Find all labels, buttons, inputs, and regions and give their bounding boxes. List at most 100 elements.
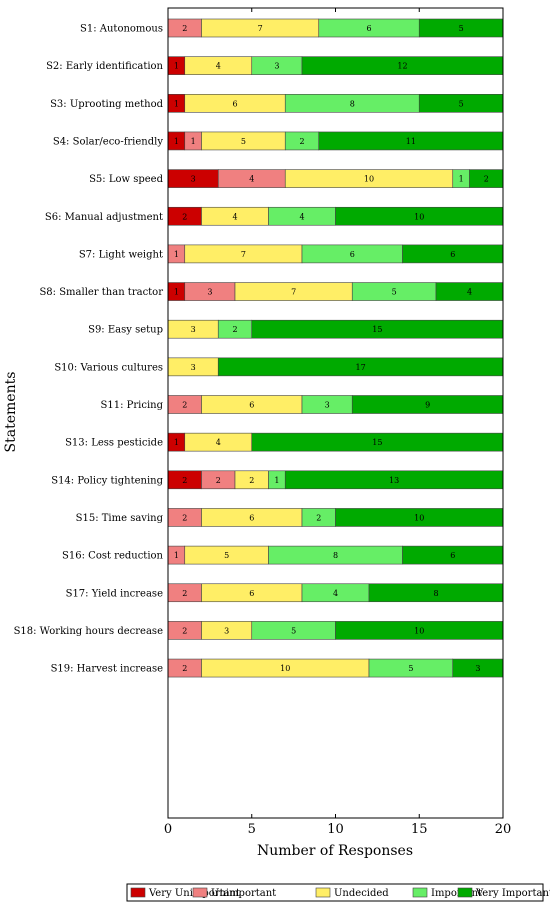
- data-label: 1: [174, 288, 179, 297]
- data-label: 5: [241, 137, 246, 146]
- data-label: 1: [274, 476, 279, 485]
- data-label: 10: [414, 513, 424, 522]
- x-tick-label: 0: [164, 822, 172, 837]
- category-label: S8: Smaller than tractor: [39, 287, 163, 298]
- category-label: S13: Less pesticide: [65, 438, 163, 449]
- data-label: 4: [467, 288, 472, 297]
- category-label: S15: Time saving: [76, 513, 164, 524]
- data-label: 2: [216, 476, 221, 485]
- data-label: 12: [397, 62, 407, 71]
- data-label: 4: [216, 62, 221, 71]
- data-label: 4: [333, 589, 338, 598]
- data-label: 5: [392, 288, 397, 297]
- legend-swatch: [457, 887, 473, 898]
- data-label: 6: [232, 99, 237, 108]
- data-label: 5: [224, 551, 229, 560]
- data-label: 1: [174, 551, 179, 560]
- data-label: 7: [258, 24, 263, 33]
- data-label: 1: [174, 62, 179, 71]
- data-label: 5: [291, 626, 296, 635]
- category-label: S10: Various cultures: [54, 362, 163, 373]
- data-label: 8: [433, 589, 438, 598]
- data-label: 2: [232, 325, 237, 334]
- data-label: 2: [484, 175, 489, 184]
- data-label: 8: [350, 99, 355, 108]
- y-axis-category-labels: S1: Autonomous S2: Early identification S3…: [14, 24, 164, 675]
- category-label: S4: Solar/eco-friendly: [53, 136, 163, 147]
- category-label: S6: Manual adjustment: [45, 212, 163, 223]
- data-label: 6: [450, 250, 455, 259]
- data-label: 10: [414, 212, 424, 221]
- data-label: 4: [299, 212, 304, 221]
- data-label: 4: [249, 175, 254, 184]
- data-label: 7: [241, 250, 246, 259]
- data-label: 2: [182, 664, 187, 673]
- data-label: 6: [249, 589, 254, 598]
- data-label: 15: [372, 438, 382, 447]
- x-axis-ticks: 0 5 10 15 20: [164, 8, 511, 837]
- data-label: 2: [299, 137, 304, 146]
- data-label: 1: [191, 137, 196, 146]
- data-label: 15: [372, 325, 382, 334]
- data-label: 2: [182, 589, 187, 598]
- legend-label: Undecided: [334, 888, 389, 899]
- category-label: S11: Pricing: [101, 400, 164, 411]
- legend-swatch: [412, 887, 428, 898]
- data-label: 10: [364, 175, 374, 184]
- data-label: 3: [224, 626, 229, 635]
- category-label: S17: Yield increase: [66, 588, 163, 599]
- x-tick-label: 20: [495, 822, 512, 837]
- data-label: 2: [182, 513, 187, 522]
- category-label: S3: Uprooting method: [50, 99, 164, 110]
- data-label: 2: [249, 476, 254, 485]
- data-label: 5: [459, 24, 464, 33]
- data-label: 6: [249, 401, 254, 410]
- data-label: 3: [191, 175, 196, 184]
- category-label: S19: Harvest increase: [51, 664, 164, 675]
- data-label: 6: [249, 513, 254, 522]
- data-label: 1: [174, 99, 179, 108]
- x-tick-label: 10: [327, 822, 344, 837]
- data-label: 1: [459, 175, 464, 184]
- x-tick-label: 15: [411, 822, 428, 837]
- data-label: 2: [182, 212, 187, 221]
- data-label: 17: [356, 363, 366, 372]
- category-label: S5: Low speed: [89, 174, 164, 185]
- data-label: 5: [408, 664, 413, 673]
- data-label: 3: [475, 664, 480, 673]
- y-axis-title: Statements: [3, 372, 19, 453]
- data-label: 2: [316, 513, 321, 522]
- data-label: 3: [274, 62, 279, 71]
- data-label: 1: [174, 250, 179, 259]
- data-label: 10: [280, 664, 290, 673]
- category-label: S18: Working hours decrease: [14, 626, 164, 637]
- legend-swatch: [192, 887, 208, 898]
- data-label: 1: [174, 438, 179, 447]
- x-tick-label: 5: [248, 822, 256, 837]
- data-label: 1: [174, 137, 179, 146]
- legend-label: Important: [431, 888, 482, 899]
- data-label: 11: [406, 137, 416, 146]
- legend-label: Very Important: [475, 888, 550, 899]
- category-label: S7: Light weight: [79, 249, 163, 260]
- category-label: S2: Early identification: [46, 61, 163, 72]
- category-label: S9: Easy setup: [88, 325, 163, 336]
- data-label: 7: [291, 288, 296, 297]
- bars-layer: 2 7 6 51 4 3 121 6 8 51 1 5 2 113 4 10 1 22 4 4 101 7 6 61 3 7 5 43…: [167, 18, 504, 678]
- legend-frame: [126, 883, 544, 902]
- data-label: 4: [216, 438, 221, 447]
- data-label: 9: [425, 401, 430, 410]
- category-label: S16: Cost reduction: [62, 551, 164, 562]
- data-label: 2: [182, 626, 187, 635]
- legend-label: Unimportant: [211, 888, 276, 899]
- data-label: 8: [333, 551, 338, 560]
- data-label: 13: [389, 476, 399, 485]
- category-label: S1: Autonomous: [80, 24, 163, 35]
- data-label: 5: [459, 99, 464, 108]
- data-label: 10: [414, 626, 424, 635]
- data-label: 3: [207, 288, 212, 297]
- data-label: 3: [325, 401, 330, 410]
